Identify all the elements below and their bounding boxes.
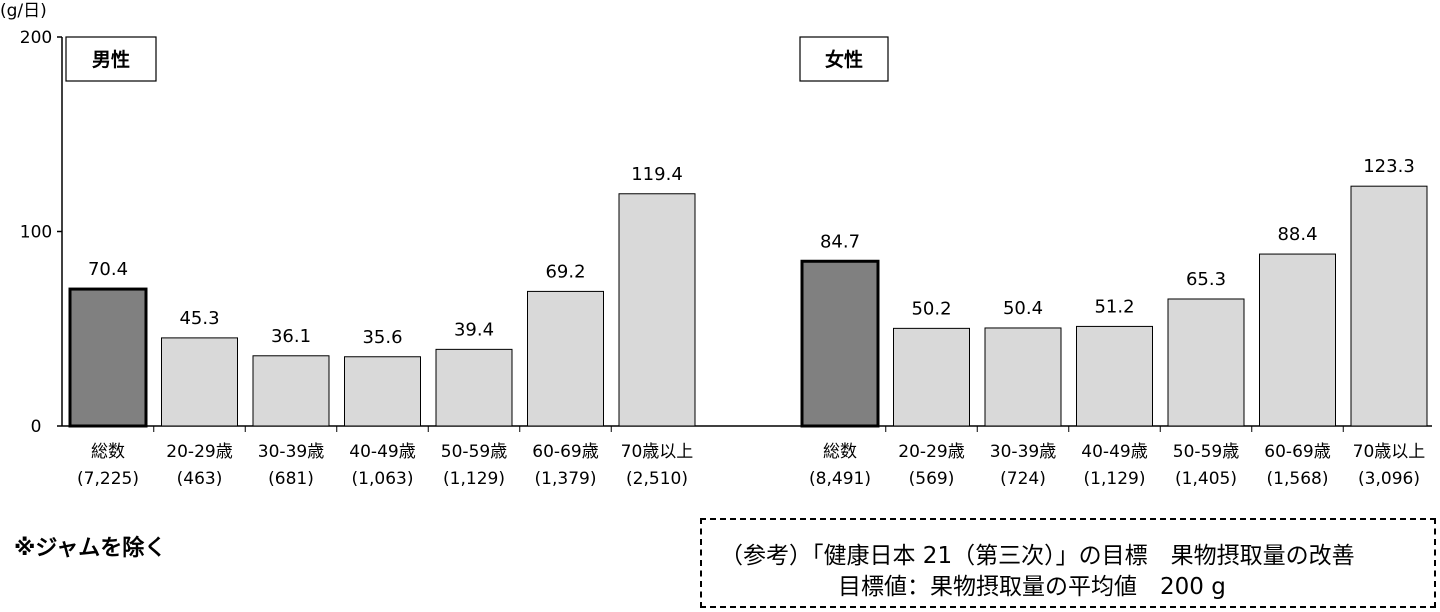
x-count-label: (569) — [909, 469, 955, 489]
x-category-label: 30-39歳 — [258, 442, 324, 462]
bar-age-group — [161, 337, 238, 427]
bar-value-label: 51.2 — [1094, 296, 1134, 317]
x-count-label: (1,405) — [1175, 469, 1237, 489]
bar-age-group — [1167, 298, 1245, 427]
group-label-box — [799, 36, 889, 82]
bar-total — [800, 259, 880, 428]
x-count-label: (1,129) — [1084, 469, 1146, 489]
reference-line-1: （参考）「健康日本 21（第三次）」の目標 果物摂取量の改善 — [720, 543, 1355, 569]
bar-value-label: 69.2 — [545, 261, 585, 282]
bar-value-label: 65.3 — [1186, 269, 1226, 290]
bar-value-label: 50.4 — [1003, 298, 1043, 319]
x-count-label: (8,491) — [809, 469, 871, 489]
x-count-label: (1,063) — [352, 469, 414, 489]
x-category-label: 30-39歳 — [990, 442, 1056, 462]
bar-age-group — [527, 290, 604, 427]
bar-value-label: 123.3 — [1363, 156, 1415, 177]
group-label: 男性 — [92, 48, 130, 71]
x-count-label: (1,379) — [535, 469, 597, 489]
bar-value-label: 50.2 — [911, 298, 951, 319]
y-tick-label: 200 — [20, 28, 52, 48]
bar-value-label: 36.1 — [271, 326, 311, 347]
group-label-box — [65, 36, 157, 82]
group-label: 女性 — [825, 48, 863, 71]
footnote: ※ジャムを除く — [14, 536, 167, 561]
x-count-label: (724) — [1000, 469, 1046, 489]
x-count-label: (463) — [177, 469, 223, 489]
bar-value-label: 70.4 — [88, 259, 128, 280]
x-category-label: 20-29歳 — [166, 442, 232, 462]
bar-value-label: 84.7 — [820, 231, 860, 252]
x-count-label: (3,096) — [1358, 469, 1420, 489]
bar-age-group — [1350, 185, 1428, 427]
bar-age-group — [344, 356, 421, 427]
bar-value-label: 39.4 — [454, 319, 494, 340]
bar-age-group — [1076, 325, 1153, 427]
bar-age-group — [252, 355, 330, 427]
bar-value-label: 119.4 — [631, 164, 683, 185]
x-category-label: 50-59歳 — [441, 442, 507, 462]
y-tick-label: 100 — [20, 223, 52, 243]
x-count-label: (2,510) — [626, 469, 688, 489]
x-category-label: 総数 — [91, 442, 125, 462]
y-tick-label: 0 — [31, 417, 42, 437]
x-category-label: 70歳以上 — [1353, 442, 1426, 462]
x-count-label: (7,225) — [77, 469, 139, 489]
bar-age-group — [984, 327, 1062, 427]
x-count-label: (681) — [268, 469, 314, 489]
bar-value-label: 35.6 — [362, 327, 402, 348]
x-category-label: 60-69歳 — [1264, 442, 1330, 462]
x-category-label: 40-49歳 — [1081, 442, 1147, 462]
bar-age-group — [1259, 253, 1336, 427]
x-category-label: 60-69歳 — [532, 442, 598, 462]
x-category-label: 40-49歳 — [349, 442, 415, 462]
bar-total — [68, 287, 148, 428]
reference-target-box: （参考）「健康日本 21（第三次）」の目標 果物摂取量の改善 目標値：果物摂取量… — [700, 518, 1436, 608]
bar-age-group — [435, 348, 513, 427]
bar-value-label: 45.3 — [179, 308, 219, 329]
x-category-label: 総数 — [823, 442, 857, 462]
bar-age-group — [893, 327, 970, 427]
y-axis-unit-label: (g/日) — [0, 1, 47, 21]
reference-line-2: 目標値：果物摂取量の平均値 200 g — [838, 574, 1226, 600]
x-category-label: 20-29歳 — [898, 442, 964, 462]
x-count-label: (1,568) — [1267, 469, 1329, 489]
bar-age-group — [618, 193, 696, 427]
x-count-label: (1,129) — [443, 469, 505, 489]
bar-value-label: 88.4 — [1277, 224, 1317, 245]
x-category-label: 70歳以上 — [621, 442, 694, 462]
x-category-label: 50-59歳 — [1173, 442, 1239, 462]
bar-chart: (g/日) 200 100 0 男性 70.4 総数 (7,225) 45.3 20-29歳 (46… — [0, 1, 1432, 489]
